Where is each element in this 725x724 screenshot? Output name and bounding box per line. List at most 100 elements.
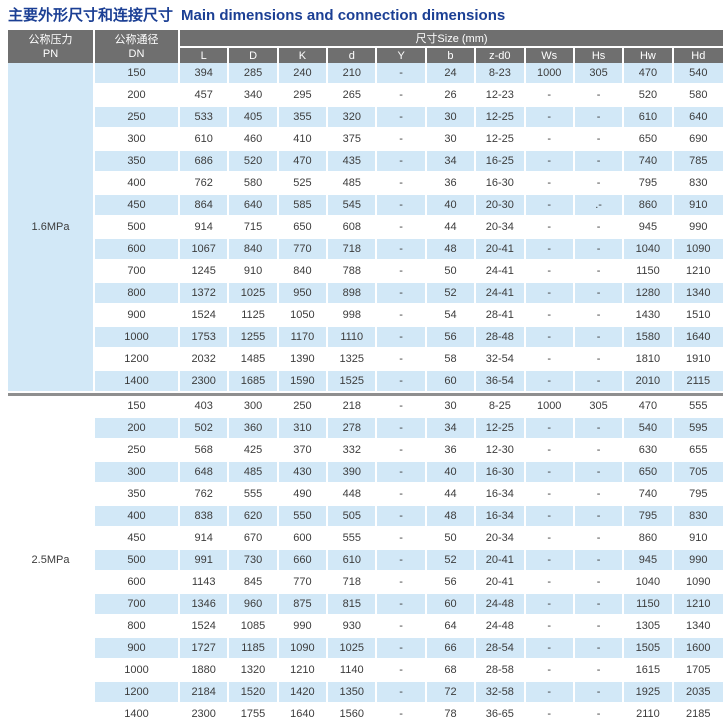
cell-dn: 600 <box>95 572 180 594</box>
cell-b: 60 <box>426 371 477 393</box>
cell-z-d0: 28-48 <box>476 327 526 349</box>
cell-z-d0: 12-30 <box>476 440 526 462</box>
section-1.6MPa: 1.6MPa 150 394 285 240 210-24 8-23 1000 305 470 54… <box>8 63 723 393</box>
table-row: 700 1245 910 840 788-50 24-41- -1150 1210 <box>8 261 723 283</box>
cell-Ws: - <box>525 682 575 704</box>
cell-Hw: 1615 <box>624 660 674 682</box>
cell-D: 910 <box>229 261 279 283</box>
cell-d: 1325 <box>328 349 378 371</box>
cell-b: 54 <box>426 305 477 327</box>
cell-z-d0: 28-54 <box>476 638 526 660</box>
cell-Hw: 1150 <box>624 594 674 616</box>
cell-dn: 700 <box>95 261 180 283</box>
cell-dn: 900 <box>95 638 180 660</box>
cell-K: 370 <box>278 440 329 462</box>
cell-z-d0: 16-30 <box>476 462 526 484</box>
cell-dn: 450 <box>95 195 180 217</box>
cell-dn: 1400 <box>95 371 180 393</box>
cell-b: 24 <box>426 63 477 85</box>
cell-d: 390 <box>328 462 378 484</box>
cell-D: 1320 <box>229 660 279 682</box>
cell-L: 838 <box>180 506 230 528</box>
cell-Hs: - <box>574 704 625 724</box>
cell-Hd: 990 <box>673 217 723 239</box>
cell-d: 555 <box>328 528 378 550</box>
cell-K: 295 <box>278 85 329 107</box>
cell-d: 320 <box>328 107 378 129</box>
cell-K: 1050 <box>278 305 329 327</box>
table-row: 250 533 405 355 320-30 12-25- -610 640 <box>8 107 723 129</box>
cell-Hd: 2035 <box>673 682 723 704</box>
cell-Ws: - <box>525 550 575 572</box>
cell-Hs: - <box>574 572 625 594</box>
cell-z-d0: 8-25 <box>476 396 526 418</box>
cell-d: 545 <box>328 195 378 217</box>
cell-z-d0: 16-30 <box>476 173 526 195</box>
cell-L: 1753 <box>180 327 230 349</box>
cell-L: 568 <box>180 440 230 462</box>
table-row: 1400 2300 1755 1640 1560-78 36-65- -2110 2185 <box>8 704 723 724</box>
pn-header-zh: 公称压力 <box>28 33 73 46</box>
cell-z-d0: 36-65 <box>476 704 526 724</box>
cell-K: 650 <box>278 217 329 239</box>
cell-Hs: - <box>574 217 625 239</box>
cell-dn: 150 <box>95 396 180 418</box>
cell-Ws: - <box>525 704 575 724</box>
cell-Hw: 860 <box>624 528 674 550</box>
cell-b: 52 <box>426 550 477 572</box>
cell-Hs: - <box>574 682 625 704</box>
cell-d: 718 <box>328 572 378 594</box>
cell-d: 278 <box>328 418 378 440</box>
cell-Hd: 830 <box>673 506 723 528</box>
cell-D: 340 <box>229 85 279 107</box>
cell-Hd: 640 <box>673 107 723 129</box>
table-row: 1000 1880 1320 1210 1140-68 28-58- -1615 1705 <box>8 660 723 682</box>
cell-Hd: 2115 <box>673 371 723 393</box>
cell-L: 991 <box>180 550 230 572</box>
section-divider <box>8 393 723 396</box>
cell-z-d0: 20-34 <box>476 528 526 550</box>
cell-dn: 200 <box>95 85 180 107</box>
table-row: 300 610 460 410 375-30 12-25- -650 690 <box>8 129 723 151</box>
cell-Hs: 305 <box>574 63 625 85</box>
cell-Hs: - <box>574 349 625 371</box>
cell-Ws: - <box>525 528 575 550</box>
cell-Hw: 1505 <box>624 638 674 660</box>
cell-K: 1090 <box>278 638 329 660</box>
page-title: 主要外形尺寸和连接尺寸 Main dimensions and connectio… <box>0 0 725 30</box>
cell-z-d0: 32-54 <box>476 349 526 371</box>
table-row: 250 568 425 370 332-36 12-30- -630 655 <box>8 440 723 462</box>
col-header-Hd: Hd <box>673 46 723 63</box>
cell-Y: - <box>377 396 427 418</box>
cell-D: 715 <box>229 217 279 239</box>
cell-Ws: - <box>525 660 575 682</box>
cell-Hw: 470 <box>624 396 674 418</box>
col-header-K: K <box>278 46 329 63</box>
cell-L: 457 <box>180 85 230 107</box>
cell-Hd: 1210 <box>673 594 723 616</box>
cell-Hw: 1305 <box>624 616 674 638</box>
cell-d: 448 <box>328 484 378 506</box>
cell-L: 2300 <box>180 371 230 393</box>
cell-b: 36 <box>426 173 477 195</box>
dn-header-zh: 公称通径 <box>114 33 159 46</box>
cell-Hd: 1910 <box>673 349 723 371</box>
cell-D: 1085 <box>229 616 279 638</box>
cell-dn: 450 <box>95 528 180 550</box>
cell-dn: 1200 <box>95 349 180 371</box>
cell-b: 26 <box>426 85 477 107</box>
cell-d: 218 <box>328 396 378 418</box>
cell-Y: - <box>377 129 427 151</box>
cell-b: 78 <box>426 704 477 724</box>
table-row: 1.6MPa 150 394 285 240 210-24 8-23 1000 305 470 54… <box>8 63 723 393</box>
cell-Y: - <box>377 327 427 349</box>
cell-Hd: 705 <box>673 462 723 484</box>
cell-K: 1590 <box>278 371 329 393</box>
cell-Y: - <box>377 261 427 283</box>
cell-L: 864 <box>180 195 230 217</box>
cell-z-d0: 20-41 <box>476 239 526 261</box>
cell-dn: 400 <box>95 506 180 528</box>
cell-b: 48 <box>426 239 477 261</box>
page-title-zh: 主要外形尺寸和连接尺寸 <box>8 7 174 24</box>
cell-L: 648 <box>180 462 230 484</box>
